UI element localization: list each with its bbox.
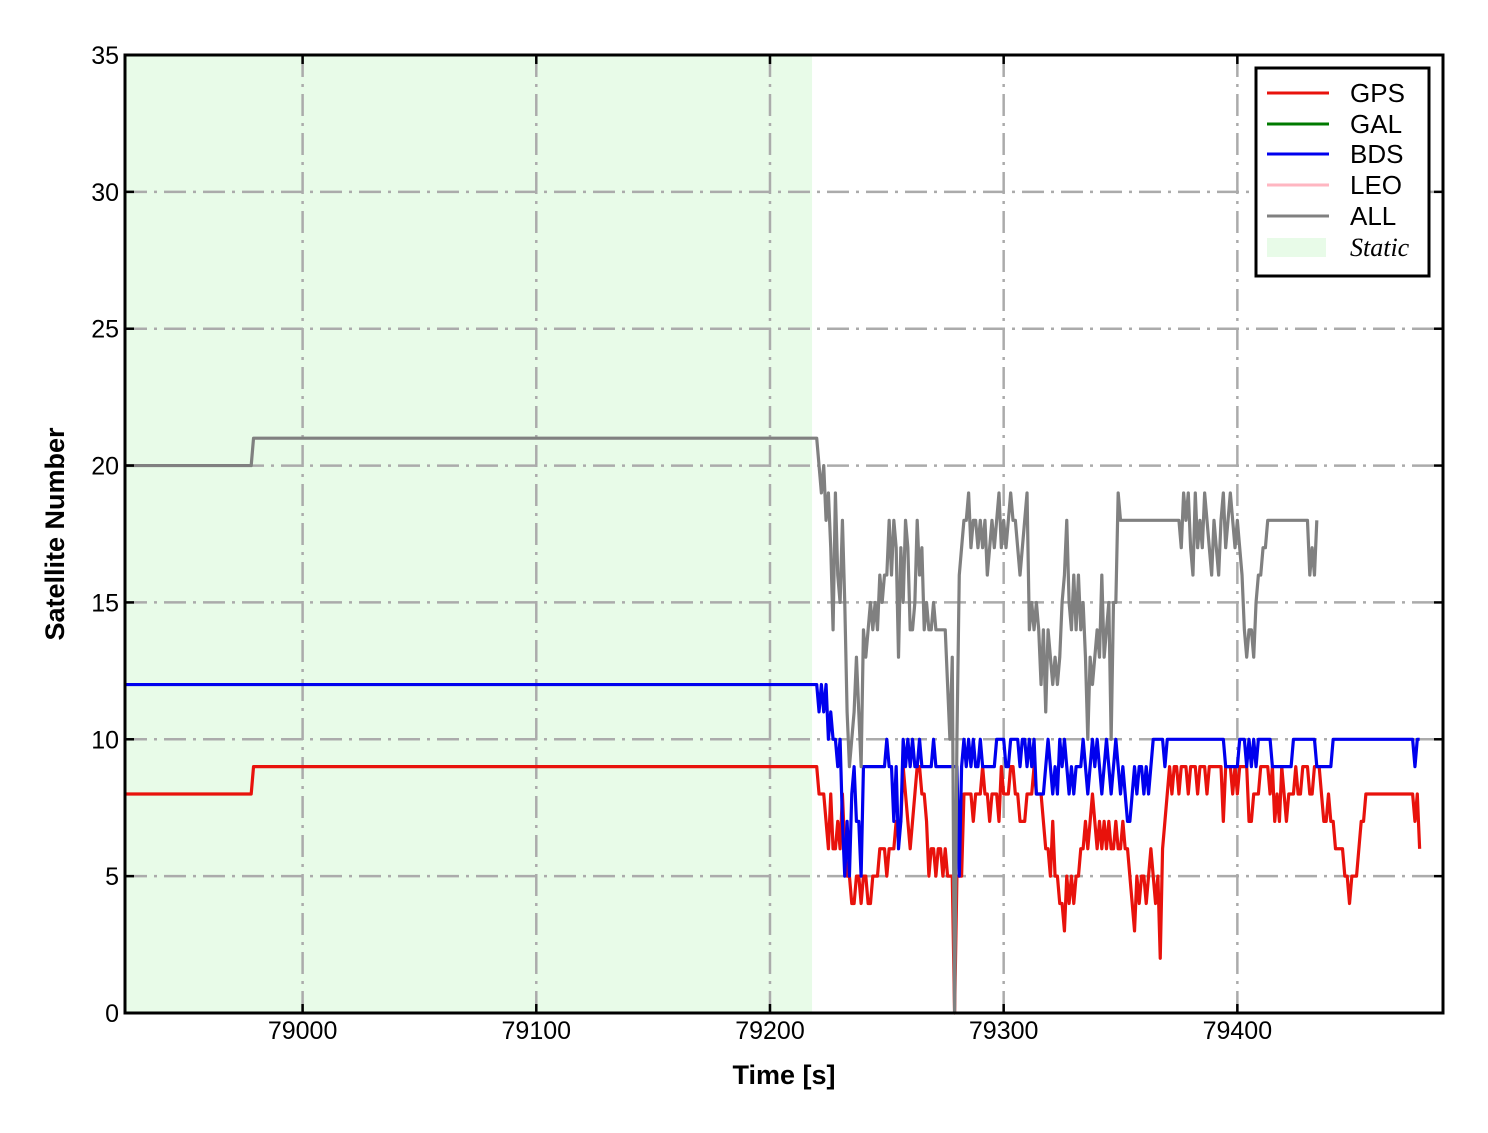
y-tick-label: 35 bbox=[91, 42, 119, 70]
legend-label-leo: LEO bbox=[1350, 170, 1402, 200]
x-tick-label: 79100 bbox=[502, 1017, 572, 1045]
static-region-layer bbox=[125, 55, 813, 1013]
series-line-bds bbox=[125, 682, 1420, 878]
x-axis-title: Time [s] bbox=[732, 1060, 835, 1090]
legend-label-static: Static bbox=[1350, 233, 1410, 262]
legend-swatch-static bbox=[1267, 238, 1326, 257]
static-region bbox=[125, 55, 813, 1013]
legend: GPS GAL BDS LEO ALL Static bbox=[1254, 66, 1431, 278]
legend-label-bds: BDS bbox=[1350, 139, 1403, 169]
x-tick-label: 79300 bbox=[969, 1017, 1039, 1045]
y-tick-label: 10 bbox=[91, 726, 119, 754]
x-tick-label: 79400 bbox=[1203, 1017, 1273, 1045]
plot-frame bbox=[123, 53, 1445, 1015]
y-tick-label: 20 bbox=[91, 453, 119, 481]
series-line-all bbox=[125, 436, 1319, 1015]
tick-layer: 79000 79100 79200 79300 79400 0 5 10 15 20 25 30 35 bbox=[91, 42, 1443, 1045]
legend-label-gps: GPS bbox=[1350, 78, 1405, 108]
legend-label-gal: GAL bbox=[1350, 109, 1402, 139]
y-tick-label: 0 bbox=[105, 1000, 119, 1028]
x-tick-label: 79000 bbox=[268, 1017, 338, 1045]
series-layer bbox=[125, 436, 1422, 1015]
x-tick-label: 79200 bbox=[735, 1017, 805, 1045]
y-tick-label: 25 bbox=[91, 316, 119, 344]
y-tick-label: 15 bbox=[91, 589, 119, 617]
y-tick-label: 30 bbox=[91, 179, 119, 207]
y-axis-title: Satellite Number bbox=[40, 427, 70, 641]
legend-label-all: ALL bbox=[1350, 201, 1396, 231]
y-tick-label: 5 bbox=[105, 863, 119, 891]
